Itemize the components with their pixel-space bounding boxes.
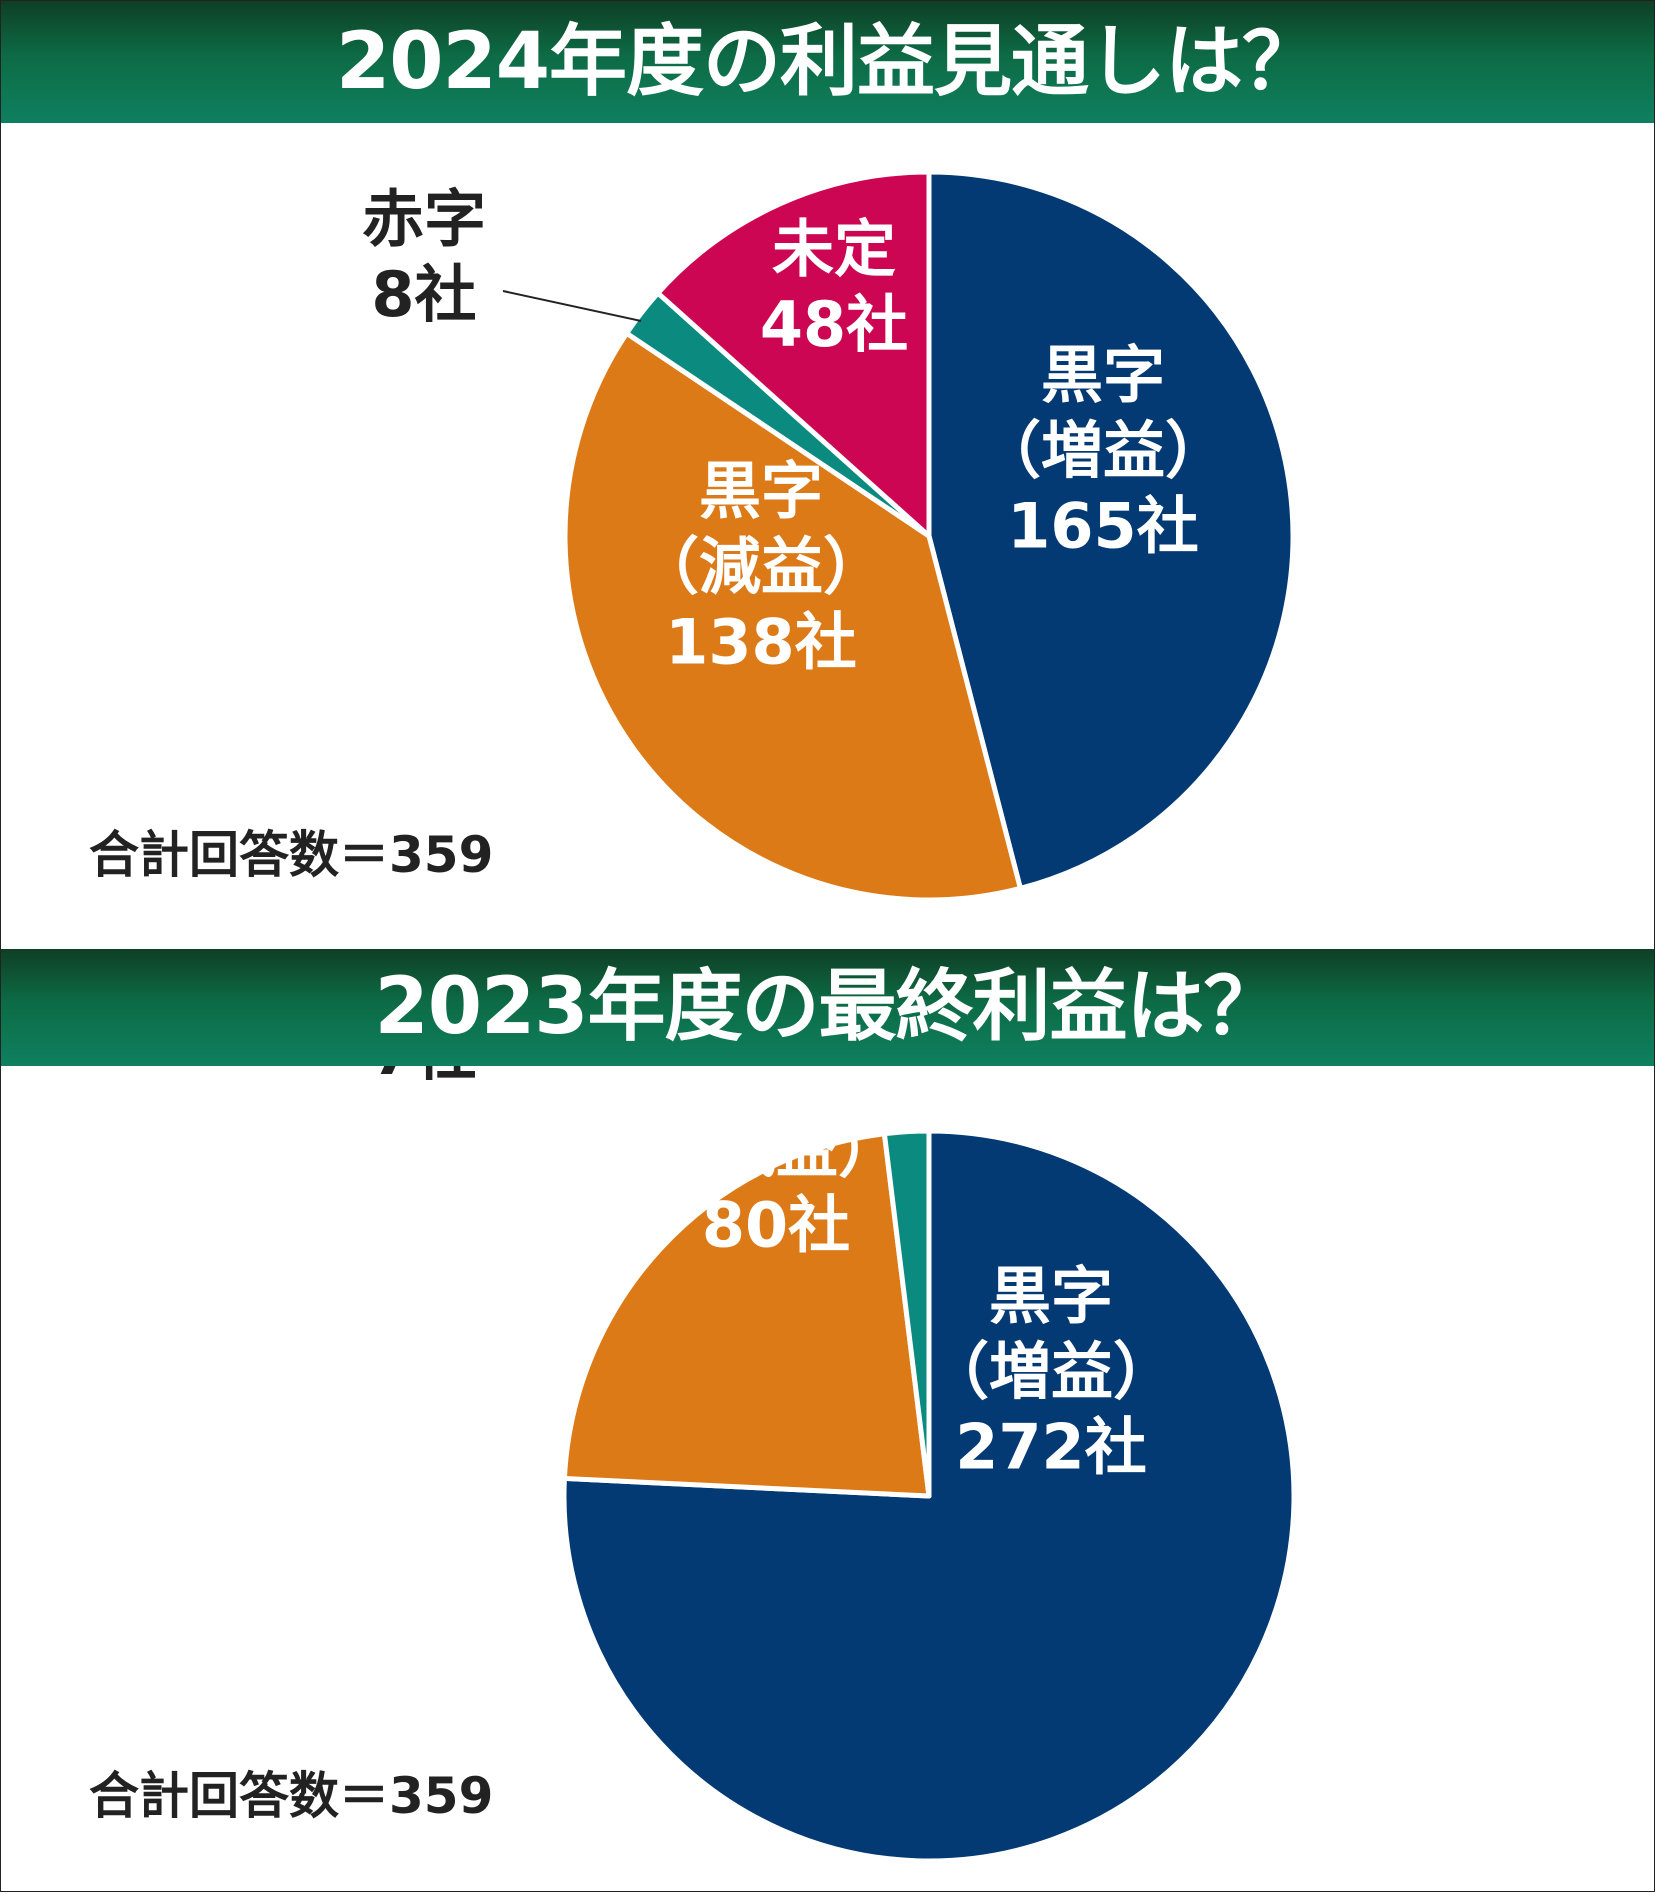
slice-label-black-profit-increase-line-3: 165社 bbox=[1007, 490, 1198, 563]
slice-label-black-profit-decrease-line-3: 138社 bbox=[665, 606, 856, 679]
chart-panel-2024: 黒字 （増益） 165社 黒字 （減益） 138社 赤字 8社 未定 48社 合計回答数＝359 bbox=[1, 123, 1654, 949]
pie-slice-deficit bbox=[881, 1128, 932, 1499]
slice-label-black-profit-increase-line-2: （増益） bbox=[979, 414, 1227, 487]
slice-label-deficit-line-2: 7社 bbox=[371, 1066, 476, 1089]
slice-label-black-profit-increase-line-2: （増益） bbox=[927, 1335, 1175, 1408]
slice-label-undecided-line-2: 48社 bbox=[760, 288, 908, 361]
total-answers-2024: 合計回答数＝359 bbox=[89, 826, 494, 884]
slice-label-black-profit-decrease-line-2: （減益） bbox=[652, 1113, 900, 1186]
pie-slice-black-profit-decrease bbox=[561, 1131, 932, 1499]
slice-label-deficit-line-1: 赤字 bbox=[362, 182, 486, 255]
chart-title-2024: 2024年度の利益見通しは？ bbox=[1, 1, 1654, 123]
slice-label-black-profit-decrease-line-3: 80社 bbox=[702, 1189, 850, 1262]
pie-slice-black-profit-increase bbox=[926, 169, 1296, 891]
slice-label-black-profit-decrease-line-2: （減益） bbox=[637, 530, 885, 603]
leader-line-deficit bbox=[502, 290, 642, 322]
pie-slice-undecided bbox=[655, 169, 932, 539]
slice-label-black-profit-decrease-line-1: 黒字 bbox=[714, 1066, 838, 1110]
total-answers-2023: 合計回答数＝359 bbox=[89, 1767, 494, 1825]
slice-label-undecided-line-1: 未定 bbox=[772, 212, 896, 285]
slice-label-black-profit-increase-line-1: 黒字 bbox=[1041, 338, 1165, 411]
slice-label-black-profit-increase-line-3: 272社 bbox=[955, 1411, 1146, 1484]
pie-slice-black-profit-increase bbox=[561, 1128, 1297, 1864]
pie-slice-black-profit-decrease bbox=[562, 330, 1023, 903]
slice-label-black-profit-decrease-line-1: 黒字 bbox=[699, 454, 823, 527]
slice-label-deficit-line-2: 8社 bbox=[371, 258, 476, 331]
slice-label-black-profit-increase-line-1: 黒字 bbox=[989, 1259, 1113, 1332]
chart-title-2023: 2023年度の最終利益は？ bbox=[1, 949, 1654, 1066]
